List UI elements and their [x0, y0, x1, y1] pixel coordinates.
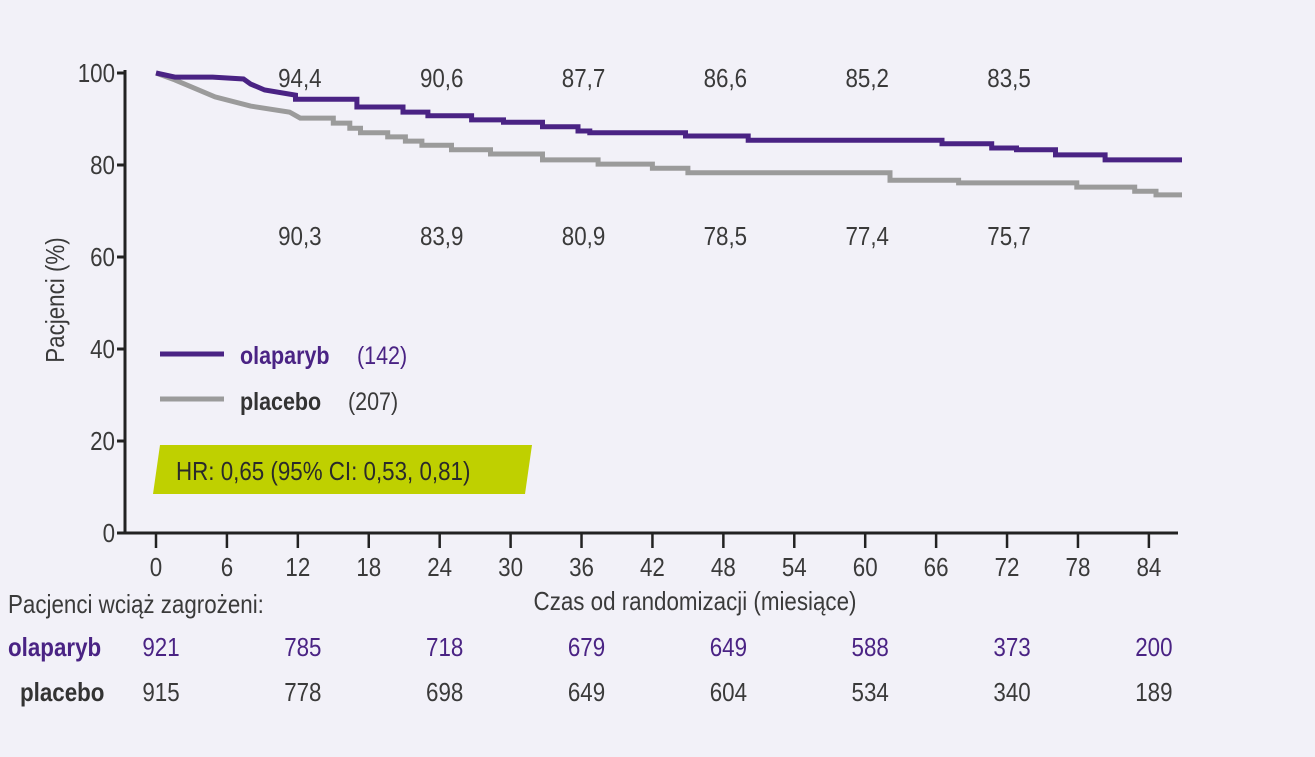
risk-row-label-placebo: placebo [20, 678, 104, 707]
x-tick-label: 6 [221, 553, 233, 582]
risk-value-placebo: 534 [852, 678, 889, 707]
risk-value-olaparyb: 679 [568, 633, 605, 662]
risk-value-olaparyb: 200 [1135, 633, 1172, 662]
y-tick-label: 40 [90, 335, 115, 364]
hr-box-background [153, 445, 532, 494]
y-tick-label: 0 [103, 519, 115, 548]
y-tick-label: 60 [90, 243, 115, 272]
risk-table-values: 921 785 718 679 649 588 373 200 915 778 698 649 604 5… [142, 633, 1172, 707]
x-tick-label: 72 [995, 553, 1020, 582]
x-tick-label: 78 [1066, 553, 1091, 582]
risk-value-placebo: 698 [426, 678, 463, 707]
annotation-placebo: 78,5 [704, 222, 747, 251]
x-tick-label: 12 [285, 553, 310, 582]
y-tick-label: 80 [90, 151, 115, 180]
y-axis-label: Pacjenci (%) [41, 237, 70, 362]
x-tick-label: 0 [150, 553, 162, 582]
risk-value-placebo: 778 [284, 678, 321, 707]
risk-value-olaparyb: 649 [710, 633, 747, 662]
y-tick-label: 20 [90, 427, 115, 456]
x-tick-label: 30 [498, 553, 523, 582]
legend: olaparyb (142) placebo (207) [160, 341, 407, 415]
annotation-olaparyb: 90,6 [420, 64, 463, 93]
curve-olaparyb [155, 70, 1182, 163]
annotation-olaparyb: 86,6 [704, 64, 747, 93]
risk-value-olaparyb: 718 [426, 633, 463, 662]
annotation-placebo: 83,9 [420, 222, 463, 251]
x-tick-label: 60 [853, 553, 878, 582]
legend-label-placebo: placebo [240, 387, 321, 415]
x-tick-label: 66 [924, 553, 949, 582]
curve-annotations: 94,4 90,6 87,7 86,6 85,2 83,5 90,3 83,9 80,9 78,5… [278, 64, 1031, 251]
annotation-placebo: 80,9 [562, 222, 605, 251]
legend-count-olaparyb: (142) [357, 341, 407, 369]
x-tick-label: 18 [356, 553, 381, 582]
y-tick-label: 100 [78, 59, 115, 88]
axis-ticks: 0 6 12 18 24 30 36 42 48 54 60 66 72 78 84 0 20 40 60 80 100 [78, 59, 1162, 582]
risk-value-olaparyb: 785 [284, 633, 321, 662]
risk-value-placebo: 604 [710, 678, 747, 707]
x-tick-label: 48 [711, 553, 736, 582]
x-tick-label: 42 [640, 553, 665, 582]
legend-count-placebo: (207) [348, 387, 398, 415]
annotation-olaparyb: 87,7 [562, 64, 605, 93]
risk-value-placebo: 915 [142, 678, 179, 707]
risk-value-olaparyb: 588 [852, 633, 889, 662]
risk-value-placebo: 340 [993, 678, 1030, 707]
hazard-ratio-box: HR: 0,65 (95% CI: 0,53, 0,81) [153, 445, 532, 494]
hr-text: HR: 0,65 (95% CI: 0,53, 0,81) [176, 457, 470, 486]
risk-table-title: Pacjenci wciąż zagrożeni: [8, 590, 264, 619]
curve-placebo [155, 70, 1182, 198]
x-axis-label: Czas od randomizacji (miesiące) [534, 587, 857, 616]
annotation-olaparyb: 83,5 [987, 64, 1030, 93]
annotation-placebo: 77,4 [845, 222, 888, 251]
risk-value-olaparyb: 921 [142, 633, 179, 662]
legend-label-olaparyb: olaparyb [240, 341, 330, 369]
annotation-placebo: 75,7 [987, 222, 1030, 251]
annotation-olaparyb: 94,4 [278, 64, 321, 93]
risk-value-olaparyb: 373 [993, 633, 1030, 662]
annotation-placebo: 90,3 [278, 222, 321, 251]
annotation-olaparyb: 85,2 [845, 64, 888, 93]
x-tick-label: 54 [782, 553, 807, 582]
x-tick-label: 84 [1136, 553, 1161, 582]
risk-value-placebo: 189 [1135, 678, 1172, 707]
risk-row-label-olaparyb: olaparyb [8, 633, 101, 662]
x-tick-label: 36 [569, 553, 594, 582]
risk-table: Pacjenci wciąż zagrożeni: olaparyb place… [8, 590, 1173, 707]
survival-curves [155, 70, 1182, 198]
x-tick-label: 24 [427, 553, 452, 582]
risk-value-placebo: 649 [568, 678, 605, 707]
